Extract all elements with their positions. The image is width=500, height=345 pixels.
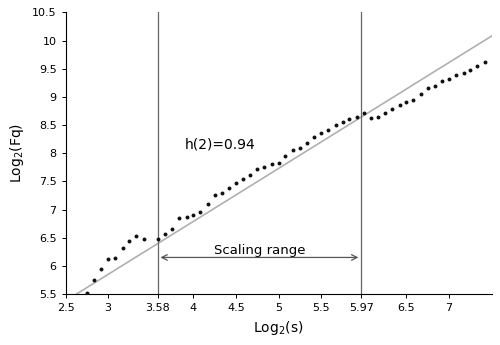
Point [274, 160, 282, 166]
Point [168, 227, 176, 232]
Point [388, 107, 396, 112]
Point [460, 70, 468, 76]
Point [360, 110, 368, 115]
Point [381, 110, 389, 115]
Point [204, 201, 212, 207]
Text: Scaling range: Scaling range [214, 244, 305, 257]
Point [332, 122, 340, 128]
Point [396, 102, 404, 108]
Point [90, 277, 98, 283]
Text: h(2)=0.94: h(2)=0.94 [185, 138, 256, 152]
Point [154, 237, 162, 242]
X-axis label: Log$_2$(s): Log$_2$(s) [254, 319, 304, 337]
Point [182, 214, 190, 220]
Point [338, 119, 346, 125]
Point [98, 266, 106, 272]
Point [268, 162, 276, 167]
Point [83, 290, 91, 296]
Point [140, 237, 148, 242]
Point [438, 78, 446, 84]
Point [225, 185, 233, 191]
Point [452, 73, 460, 78]
Point [210, 193, 218, 198]
Point [232, 180, 240, 185]
Point [218, 190, 226, 195]
Point [162, 231, 170, 237]
Point [246, 172, 254, 177]
Point [445, 76, 453, 81]
Point [466, 67, 474, 72]
Point [366, 116, 374, 121]
Point [282, 153, 290, 159]
Point [126, 238, 134, 243]
Point [374, 114, 382, 119]
Point [417, 91, 425, 97]
Point [118, 245, 126, 250]
Point [175, 215, 183, 221]
Point [402, 100, 410, 105]
Point [353, 114, 361, 119]
Point [310, 135, 318, 140]
Point [260, 165, 268, 170]
Point [324, 127, 332, 132]
Point [481, 59, 489, 65]
Point [239, 176, 247, 181]
Point [410, 97, 418, 102]
Point [104, 256, 112, 262]
Point [111, 255, 119, 261]
Point [430, 83, 438, 88]
Point [346, 117, 354, 122]
Y-axis label: Log$_2$(Fq): Log$_2$(Fq) [8, 123, 26, 183]
Point [190, 213, 198, 218]
Point [132, 233, 140, 239]
Point [254, 166, 262, 172]
Point [296, 145, 304, 150]
Point [424, 86, 432, 91]
Point [196, 210, 204, 215]
Point [317, 131, 325, 136]
Point [473, 63, 481, 69]
Point [289, 148, 297, 153]
Point [302, 140, 310, 146]
